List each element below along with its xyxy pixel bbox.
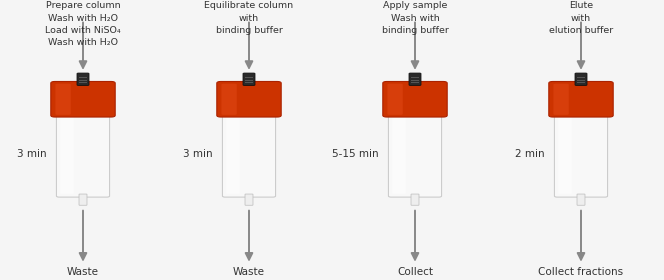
Bar (577, 82, 585, 83)
FancyBboxPatch shape (388, 84, 403, 115)
FancyBboxPatch shape (392, 114, 406, 194)
Text: Apply sample
Wash with
binding buffer: Apply sample Wash with binding buffer (382, 1, 448, 35)
Text: 2 min: 2 min (515, 149, 545, 159)
FancyBboxPatch shape (60, 114, 74, 194)
Bar (577, 77, 585, 78)
Bar (245, 77, 253, 78)
Text: 3 min: 3 min (183, 149, 213, 159)
FancyBboxPatch shape (56, 84, 71, 115)
Text: Waste: Waste (233, 267, 265, 277)
FancyBboxPatch shape (222, 84, 237, 115)
Bar (245, 80, 253, 81)
Text: Collect: Collect (397, 267, 433, 277)
Bar (79, 77, 87, 78)
Bar (411, 77, 419, 78)
Bar (245, 82, 253, 83)
Text: Waste: Waste (67, 267, 99, 277)
FancyBboxPatch shape (549, 81, 613, 117)
Bar (411, 82, 419, 83)
FancyBboxPatch shape (56, 111, 110, 197)
FancyBboxPatch shape (243, 73, 255, 85)
FancyBboxPatch shape (217, 81, 281, 117)
FancyBboxPatch shape (51, 81, 115, 117)
FancyBboxPatch shape (558, 114, 572, 194)
Text: 3 min: 3 min (17, 149, 47, 159)
Bar (79, 80, 87, 81)
FancyBboxPatch shape (388, 111, 442, 197)
FancyBboxPatch shape (411, 194, 419, 205)
FancyBboxPatch shape (409, 73, 421, 85)
Text: Elute
with
elution buffer: Elute with elution buffer (549, 1, 613, 35)
Bar (79, 82, 87, 83)
Bar (577, 80, 585, 81)
FancyBboxPatch shape (79, 194, 87, 205)
Text: 5-15 min: 5-15 min (332, 149, 379, 159)
FancyBboxPatch shape (575, 73, 587, 85)
FancyBboxPatch shape (245, 194, 253, 205)
FancyBboxPatch shape (77, 73, 89, 85)
FancyBboxPatch shape (577, 194, 585, 205)
FancyBboxPatch shape (554, 111, 608, 197)
Text: Collect fractions: Collect fractions (539, 267, 623, 277)
FancyBboxPatch shape (222, 111, 276, 197)
Text: Equilibrate column
with
binding buffer: Equilibrate column with binding buffer (205, 1, 293, 35)
FancyBboxPatch shape (554, 84, 569, 115)
Bar (411, 80, 419, 81)
FancyBboxPatch shape (383, 81, 447, 117)
Text: Prepare column
Wash with H₂O
Load with NiSO₄
Wash with H₂O: Prepare column Wash with H₂O Load with N… (45, 1, 121, 47)
FancyBboxPatch shape (226, 114, 240, 194)
